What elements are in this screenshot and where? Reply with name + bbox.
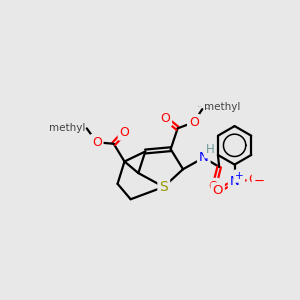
Text: methyl: methyl [49,123,85,134]
Text: S: S [159,180,168,194]
Text: +: + [235,171,244,181]
Text: O: O [92,136,102,149]
Text: O: O [120,126,129,139]
Text: methyl: methyl [204,102,240,112]
Text: O: O [160,112,170,125]
Text: O: O [249,173,259,187]
Text: H: H [206,143,214,157]
Text: N: N [199,151,209,164]
Text: O: O [208,180,218,193]
Text: methyl: methyl [198,106,203,107]
Text: methyl: methyl [206,108,211,109]
Text: N: N [230,175,239,188]
Text: O: O [189,116,199,129]
Text: −: − [254,175,265,188]
Text: O: O [212,184,223,197]
